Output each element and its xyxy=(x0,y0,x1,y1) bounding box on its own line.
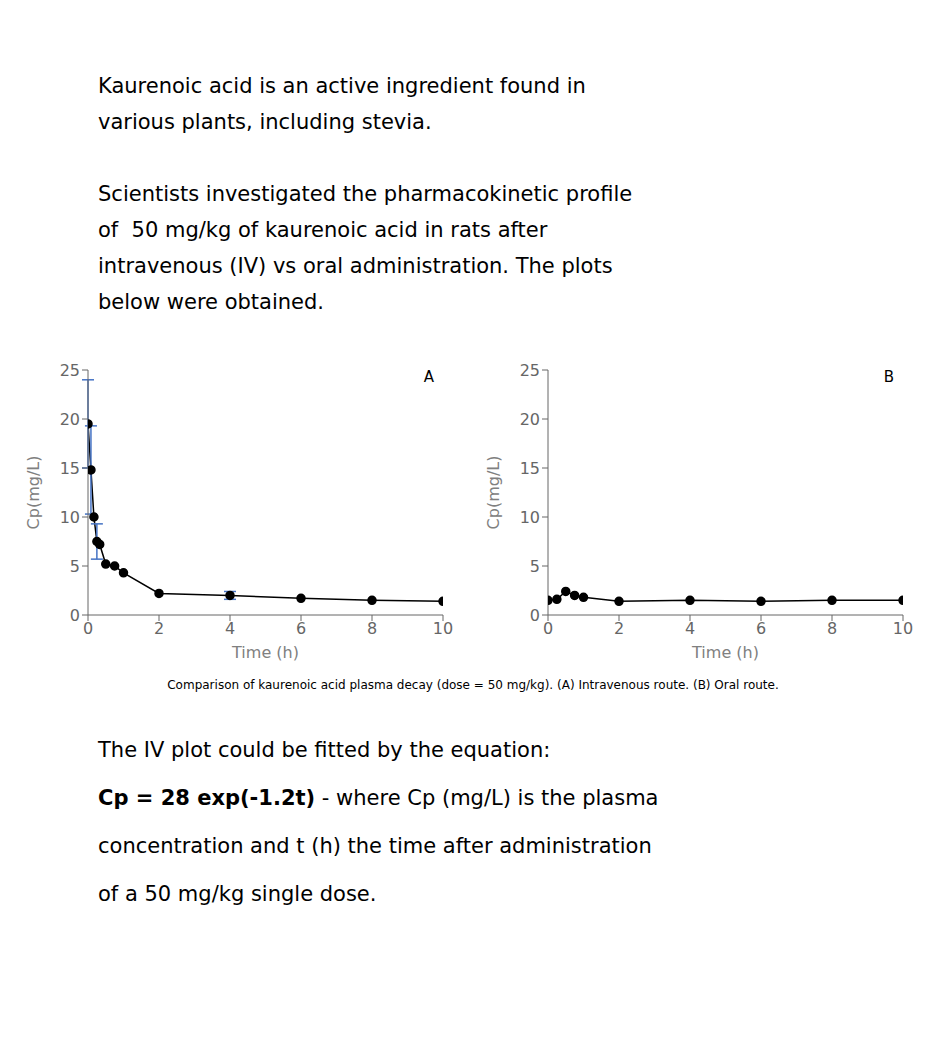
svg-text:Cp(mg/L): Cp(mg/L) xyxy=(24,456,43,530)
svg-text:0: 0 xyxy=(70,606,80,625)
svg-text:5: 5 xyxy=(530,557,540,576)
svg-text:10: 10 xyxy=(60,508,80,527)
svg-text:2: 2 xyxy=(154,619,164,638)
svg-text:0: 0 xyxy=(83,619,93,638)
svg-text:Time (h): Time (h) xyxy=(691,643,759,662)
html-text:The IV plot could be fitted by: The IV plot could be fitted by the equat… xyxy=(98,738,551,762)
svg-text:8: 8 xyxy=(827,619,837,638)
svg-text:10: 10 xyxy=(893,619,913,638)
svg-text:10: 10 xyxy=(433,619,453,638)
html-text:B: B xyxy=(883,368,894,386)
html-text:of 50 mg/kg of kaurenoic acid: of 50 mg/kg of kaurenoic acid in rats af… xyxy=(98,218,548,242)
svg-text:0: 0 xyxy=(530,606,540,625)
svg-text:4: 4 xyxy=(685,619,695,638)
svg-text:25: 25 xyxy=(60,361,80,380)
html-text:of a 50 mg/kg single dose.: of a 50 mg/kg single dose. xyxy=(98,882,377,906)
html-text:below were obtained.: below were obtained. xyxy=(98,290,324,314)
html-text:Cp = 28 exp(-1.2t) - where Cp: Cp = 28 exp(-1.2t) - where Cp (mg/L) is … xyxy=(98,786,659,810)
html-text:Kaurenoic acid is an active in: Kaurenoic acid is an active ingredient f… xyxy=(98,74,586,98)
html-text:various plants, including stev: various plants, including stevia. xyxy=(98,110,432,134)
svg-text:20: 20 xyxy=(520,410,540,429)
svg-text:8: 8 xyxy=(367,619,377,638)
svg-text:5: 5 xyxy=(70,557,80,576)
svg-text:0: 0 xyxy=(543,619,553,638)
svg-text:4: 4 xyxy=(225,619,235,638)
svg-text:15: 15 xyxy=(520,459,540,478)
svg-text:10: 10 xyxy=(520,508,540,527)
html-text:Scientists investigated the ph: Scientists investigated the pharmacokine… xyxy=(98,182,633,206)
svg-text:6: 6 xyxy=(756,619,766,638)
svg-text:Cp(mg/L): Cp(mg/L) xyxy=(484,456,503,530)
svg-text:6: 6 xyxy=(296,619,306,638)
svg-text:25: 25 xyxy=(520,361,540,380)
html-text:A: A xyxy=(423,368,434,386)
svg-text:15: 15 xyxy=(60,459,80,478)
svg-text:Time (h): Time (h) xyxy=(231,643,299,662)
html-text:intravenous (IV) vs oral admin: intravenous (IV) vs oral administration.… xyxy=(98,254,613,278)
svg-text:2: 2 xyxy=(614,619,624,638)
svg-text:20: 20 xyxy=(60,410,80,429)
html-text:Comparison of kaurenoic acid p: Comparison of kaurenoic acid plasma deca… xyxy=(167,678,779,692)
html-text:concentration and t (h) the ti: concentration and t (h) the time after a… xyxy=(98,834,652,858)
